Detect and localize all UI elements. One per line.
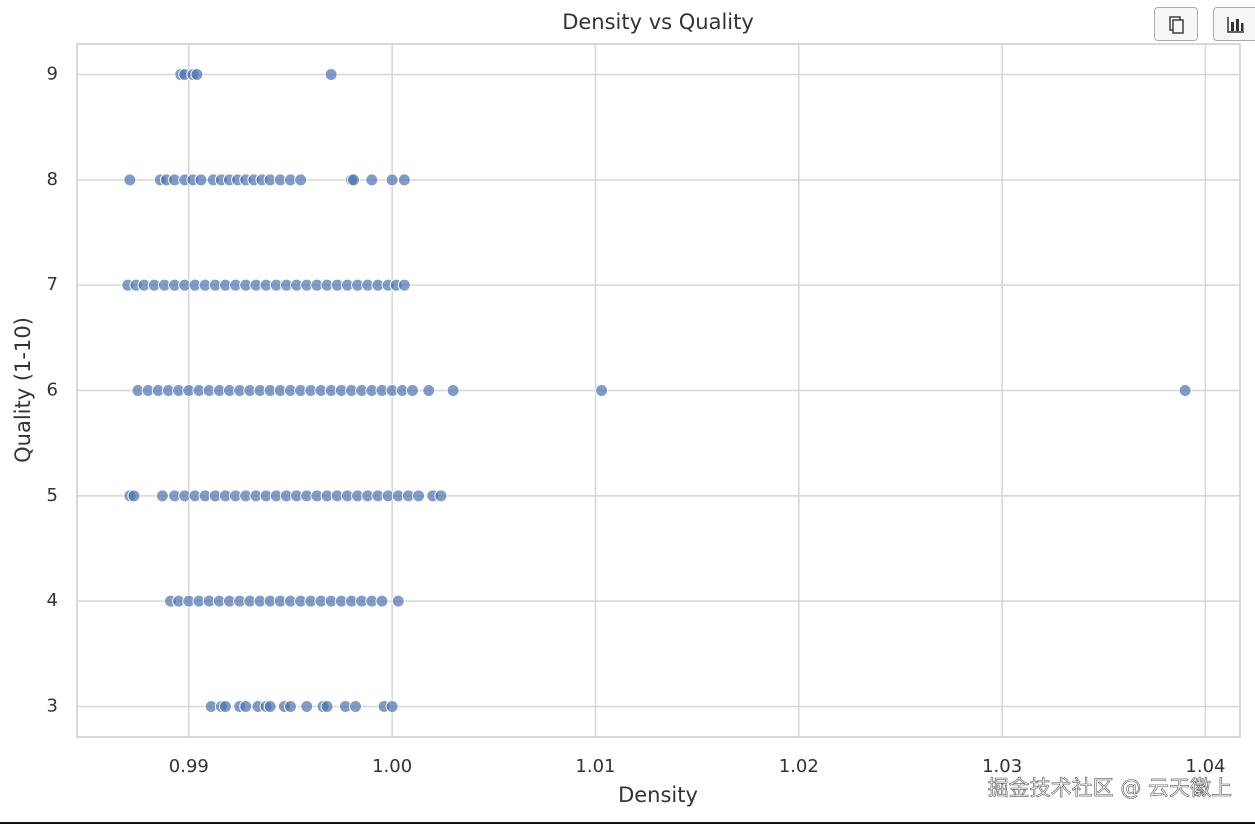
- point: [190, 68, 204, 82]
- point: [1178, 384, 1192, 397]
- x-tick-label: 1.03: [982, 756, 1022, 777]
- point: [446, 384, 460, 397]
- point: [385, 699, 399, 713]
- point: [595, 384, 609, 397]
- copy-icon: [1169, 16, 1184, 34]
- point: [397, 278, 411, 292]
- point: [385, 173, 399, 187]
- x-tick-label: 0.99: [169, 756, 209, 777]
- point: [283, 699, 297, 713]
- point: [422, 384, 436, 397]
- x-tick-label: 1.01: [575, 756, 615, 777]
- point: [347, 173, 361, 187]
- point: [194, 173, 208, 187]
- point: [391, 594, 405, 608]
- y-tick-label: 6: [47, 380, 58, 401]
- grid: 0.99 1.00 1.01 1.02 1.03 1.04 3 4 5 6 7 8 9: [47, 44, 1240, 777]
- point: [155, 489, 169, 503]
- point: [263, 699, 277, 713]
- x-tick-label: 1.02: [779, 756, 819, 777]
- point: [300, 699, 314, 713]
- y-axis-label: Quality (1-10): [11, 317, 35, 463]
- y-tick-label: 8: [47, 169, 58, 190]
- watermark: 掘金技术社区 @ 云天徽上: [988, 776, 1232, 800]
- point: [239, 699, 253, 713]
- point: [320, 699, 334, 713]
- point: [123, 173, 137, 187]
- y-tick-label: 4: [47, 590, 58, 611]
- point: [127, 489, 141, 503]
- point: [349, 699, 363, 713]
- copy-button[interactable]: [1154, 7, 1198, 41]
- point: [294, 173, 308, 187]
- x-axis-label: Density: [618, 783, 698, 807]
- point: [365, 173, 379, 187]
- chart-button[interactable]: [1213, 7, 1255, 41]
- y-tick-label: 5: [47, 485, 58, 506]
- x-tick-label: 1.04: [1185, 756, 1225, 777]
- chart-title: Density vs Quality: [562, 10, 754, 34]
- point: [397, 173, 411, 187]
- point: [405, 384, 419, 397]
- chart-icon: [1227, 17, 1244, 33]
- x-tick-label: 1.00: [372, 756, 412, 777]
- y-tick-label: 7: [47, 274, 58, 295]
- point: [218, 699, 232, 713]
- y-tick-label: 9: [47, 64, 58, 85]
- point: [375, 594, 389, 608]
- point: [434, 489, 448, 503]
- point: [324, 68, 338, 82]
- point: [412, 489, 426, 503]
- points: [121, 68, 1192, 713]
- y-tick-label: 3: [47, 695, 58, 716]
